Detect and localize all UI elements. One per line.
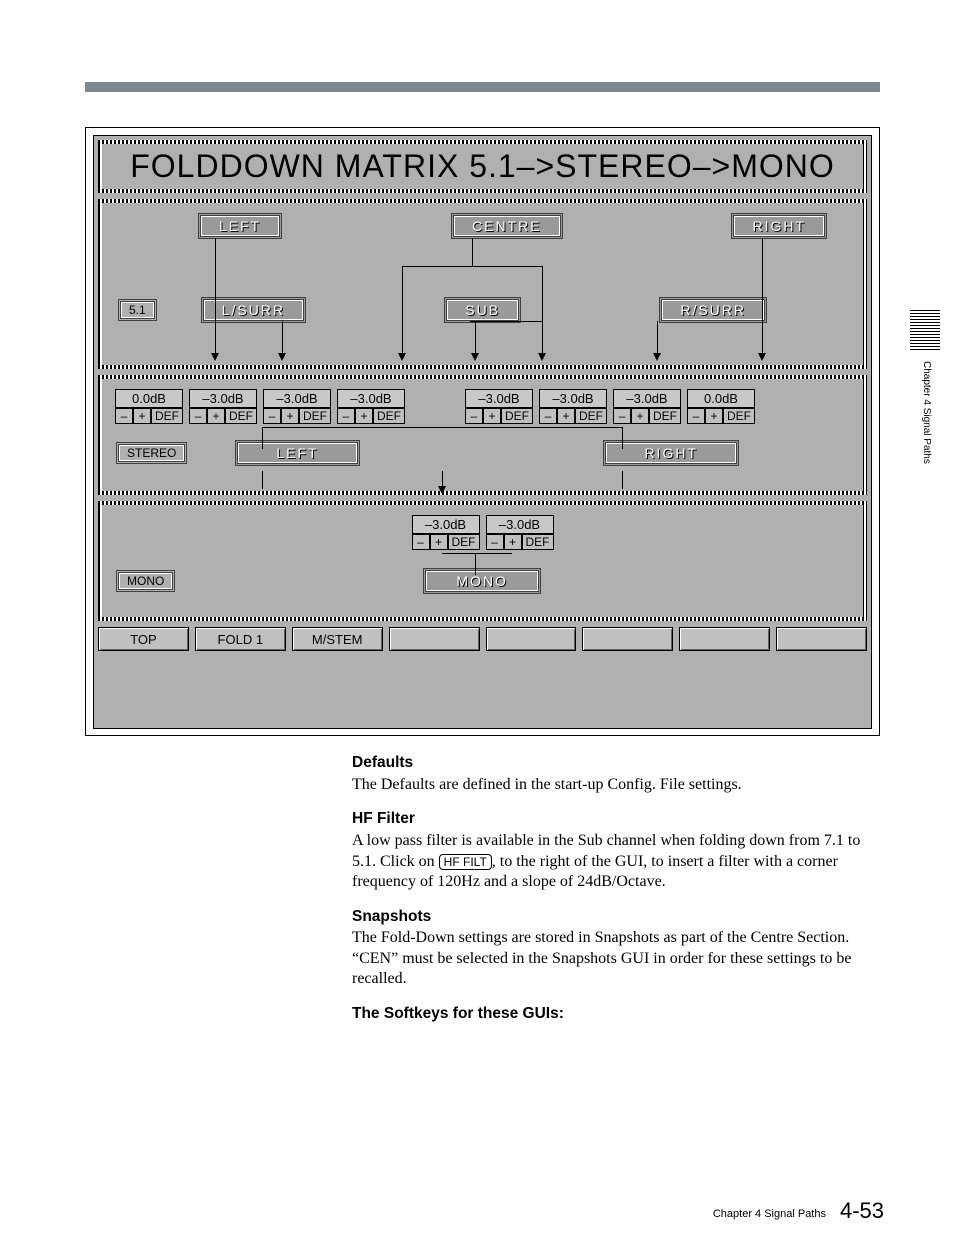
gain-value: –3.0dB	[189, 389, 257, 408]
source-section: LEFT CENTRE RIGHT 5.1 L/SURR SUB R/SURR	[98, 199, 867, 369]
channel-right[interactable]: RIGHT	[731, 213, 827, 239]
channel-rsurr[interactable]: R/SURR	[659, 297, 767, 323]
softkey-4[interactable]	[389, 627, 480, 651]
figure-frame: FOLDDOWN MATRIX 5.1–>STEREO–>MONO LEFT C…	[85, 127, 880, 736]
gain-value: –3.0dB	[486, 515, 554, 534]
gain-plus[interactable]: +	[133, 408, 151, 424]
channel-centre[interactable]: CENTRE	[451, 213, 563, 239]
stereo-right[interactable]: RIGHT	[603, 440, 739, 466]
gain-plus[interactable]: +	[483, 408, 501, 424]
heading-defaults: Defaults	[352, 753, 880, 773]
gain-6: –3.0dB –+DEF	[613, 389, 681, 424]
heading-snapshots: Snapshots	[352, 907, 880, 927]
para-defaults: The Defaults are defined in the start-up…	[352, 775, 880, 795]
gain-def[interactable]: DEF	[299, 408, 331, 424]
gain-5: –3.0dB –+DEF	[539, 389, 607, 424]
gain-minus[interactable]: –	[189, 408, 207, 424]
softkey-7[interactable]	[679, 627, 770, 651]
mono-out[interactable]: MONO	[423, 568, 541, 594]
channel-lsurr[interactable]: L/SURR	[201, 297, 306, 323]
gain-plus[interactable]: +	[430, 534, 448, 550]
gain-value: –3.0dB	[539, 389, 607, 408]
page-number: 4-53	[840, 1198, 884, 1224]
body-text: Defaults The Defaults are defined in the…	[352, 753, 880, 1026]
channel-left[interactable]: LEFT	[198, 213, 282, 239]
gain-minus[interactable]: –	[613, 408, 631, 424]
gain-minus[interactable]: –	[412, 534, 430, 550]
softkey-mstem[interactable]: M/STEM	[292, 627, 383, 651]
mono-gain-0: –3.0dB –+DEF	[412, 515, 480, 550]
gain-2: –3.0dB –+DEF	[263, 389, 331, 424]
gain-value: –3.0dB	[337, 389, 405, 408]
gain-def[interactable]: DEF	[448, 534, 480, 550]
side-chapter-label: Chapter 4 Signal Paths	[921, 361, 932, 464]
para-hf: A low pass filter is available in the Su…	[352, 831, 880, 892]
gain-plus[interactable]: +	[631, 408, 649, 424]
gain-minus[interactable]: –	[263, 408, 281, 424]
hf-filt-button[interactable]: HF FILT	[439, 854, 492, 870]
gain-def[interactable]: DEF	[151, 408, 183, 424]
softkey-5[interactable]	[486, 627, 577, 651]
gain-value: –3.0dB	[465, 389, 533, 408]
gain-def[interactable]: DEF	[373, 408, 405, 424]
gain-value: 0.0dB	[687, 389, 755, 408]
softkey-8[interactable]	[776, 627, 867, 651]
gain-4: –3.0dB –+DEF	[465, 389, 533, 424]
gain-def[interactable]: DEF	[723, 408, 755, 424]
gain-def[interactable]: DEF	[522, 534, 554, 550]
gain-value: –3.0dB	[263, 389, 331, 408]
gain-value: –3.0dB	[613, 389, 681, 408]
gui-title-panel: FOLDDOWN MATRIX 5.1–>STEREO–>MONO	[98, 140, 867, 193]
heading-hf: HF Filter	[352, 809, 880, 829]
gain-value: 0.0dB	[115, 389, 183, 408]
stereo-left[interactable]: LEFT	[235, 440, 359, 466]
gain-def[interactable]: DEF	[649, 408, 681, 424]
gain-minus[interactable]: –	[115, 408, 133, 424]
heading-softkeys: The Softkeys for these GUIs:	[352, 1004, 880, 1024]
mono-section: –3.0dB –+DEF –3.0dB –+DEF MONO MONO	[98, 501, 867, 621]
para-snapshots: The Fold-Down settings are stored in Sna…	[352, 928, 880, 989]
gain-plus[interactable]: +	[281, 408, 299, 424]
channel-sub[interactable]: SUB	[444, 297, 521, 323]
format-tag-mono[interactable]: MONO	[116, 570, 175, 592]
format-tag-51[interactable]: 5.1	[118, 299, 157, 321]
gain-3: –3.0dB –+DEF	[337, 389, 405, 424]
gain-minus[interactable]: –	[486, 534, 504, 550]
gain-plus[interactable]: +	[504, 534, 522, 550]
gain-plus[interactable]: +	[355, 408, 373, 424]
gain-minus[interactable]: –	[337, 408, 355, 424]
gain-def[interactable]: DEF	[225, 408, 257, 424]
gain-value: –3.0dB	[412, 515, 480, 534]
gui-title: FOLDDOWN MATRIX 5.1–>STEREO–>MONO	[110, 148, 855, 185]
gain-minus[interactable]: –	[465, 408, 483, 424]
softkey-top[interactable]: TOP	[98, 627, 189, 651]
format-tag-stereo[interactable]: STEREO	[116, 442, 187, 464]
gain-minus[interactable]: –	[687, 408, 705, 424]
gain-7: 0.0dB –+DEF	[687, 389, 755, 424]
gain-plus[interactable]: +	[705, 408, 723, 424]
gain-minus[interactable]: –	[539, 408, 557, 424]
gain-plus[interactable]: +	[557, 408, 575, 424]
gain-0: 0.0dB –+DEF	[115, 389, 183, 424]
gain-plus[interactable]: +	[207, 408, 225, 424]
softkey-6[interactable]	[582, 627, 673, 651]
gain-def[interactable]: DEF	[501, 408, 533, 424]
footer-chapter: Chapter 4 Signal Paths	[713, 1208, 826, 1220]
folddown-gui: FOLDDOWN MATRIX 5.1–>STEREO–>MONO LEFT C…	[93, 135, 872, 729]
side-ornament	[910, 310, 940, 354]
softkey-row: TOP FOLD 1 M/STEM	[98, 627, 867, 651]
header-rule	[85, 82, 880, 92]
mono-gain-1: –3.0dB –+DEF	[486, 515, 554, 550]
stereo-section: 0.0dB –+DEF –3.0dB –+DEF –3.0dB –+DEF –3…	[98, 375, 867, 495]
softkey-fold1[interactable]: FOLD 1	[195, 627, 286, 651]
gain-1: –3.0dB –+DEF	[189, 389, 257, 424]
gain-def[interactable]: DEF	[575, 408, 607, 424]
page-footer: Chapter 4 Signal Paths 4-53	[0, 1204, 954, 1244]
